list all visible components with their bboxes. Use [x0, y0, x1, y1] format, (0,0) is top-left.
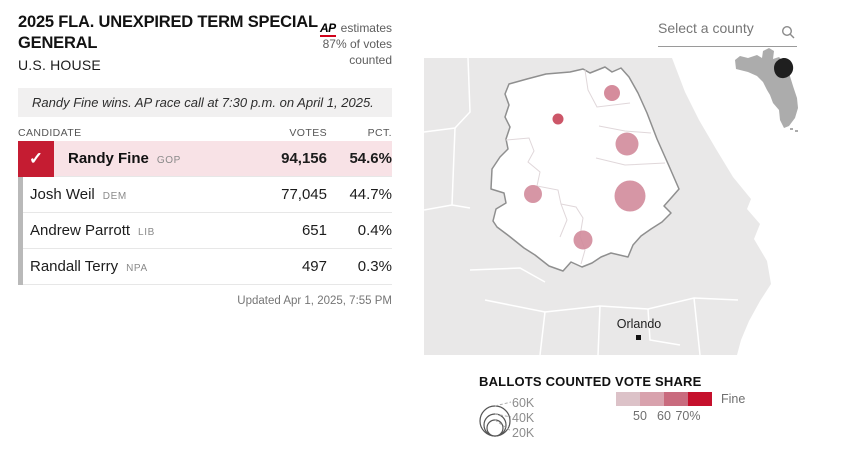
search-icon[interactable]: [781, 25, 795, 44]
candidate-votes: 94,156: [281, 150, 327, 167]
candidate-name: Randy Fine: [68, 150, 149, 167]
results-table: CANDIDATE VOTES PCT. ✓ Randy Fine GOP 94,15…: [18, 124, 392, 285]
vote-share-tick: 50: [633, 409, 647, 423]
district-outline[interactable]: [490, 66, 680, 272]
estimate-counted: counted: [349, 53, 392, 67]
candidate-votes: 497: [301, 258, 327, 275]
col-pct: PCT.: [367, 126, 392, 139]
estimate-percent: 87% of votes: [322, 37, 392, 51]
results-rows: ✓ Randy Fine GOP 94,156 54.6% Josh Weil DEM 77,…: [18, 140, 392, 285]
county-search-input[interactable]: [658, 20, 770, 36]
ap-estimate-note: AP estimates 87% of votes counted: [200, 20, 392, 68]
vote-share-tick: 60: [657, 409, 671, 423]
page-title: 2025 FLA. UNEXPIRED TERM SPECIAL GENERAL: [18, 12, 338, 54]
candidate-pct: 0.3%: [357, 258, 392, 275]
vote-share-scale: [616, 392, 712, 406]
county-bubble[interactable]: [615, 132, 639, 156]
vote-share-swatch: [616, 392, 640, 406]
florida-inset-map: [735, 48, 798, 132]
city-label-orlando: Orlando: [616, 317, 662, 331]
size-label: 20K: [512, 426, 535, 440]
updated-timestamp: Updated Apr 1, 2025, 7:55 PM: [237, 295, 392, 307]
estimate-word: estimates: [340, 21, 392, 35]
candidate-pct: 44.7%: [349, 186, 392, 203]
table-row: Josh Weil DEM 77,045 44.7%: [18, 176, 392, 213]
candidate-party: GOP: [156, 154, 181, 166]
bubble-size-legend: [479, 401, 512, 437]
vote-share-swatch: [688, 392, 712, 406]
candidate-party: LIB: [138, 226, 155, 238]
city-marker-orlando: [636, 335, 641, 340]
district-interior-borders: [505, 69, 666, 265]
vote-share-legend-title: VOTE SHARE: [615, 374, 702, 389]
candidate-color-bar: [18, 176, 54, 213]
title-line2: GENERAL: [18, 34, 98, 52]
candidate-name: Randall Terry: [30, 258, 119, 275]
county-bubble[interactable]: [573, 230, 593, 250]
ballots-counted-legend-title: BALLOTS COUNTED: [479, 374, 612, 389]
candidate-pct: 54.6%: [349, 150, 392, 167]
vote-share-tick: 70%: [675, 409, 701, 423]
results-table-header: CANDIDATE VOTES PCT.: [18, 124, 392, 141]
candidate-color-bar: [18, 212, 54, 249]
candidate-party: DEM: [102, 190, 127, 202]
candidate-party: NPA: [126, 262, 148, 274]
title-line1: 2025 FLA. UNEXPIRED TERM SPECIAL: [18, 13, 318, 31]
vote-share-winner-label: Fine: [721, 392, 746, 406]
size-label: 40K: [512, 411, 535, 425]
table-row: ✓ Randy Fine GOP 94,156 54.6%: [18, 140, 392, 177]
size-label: 60K: [512, 396, 535, 410]
county-borders: [424, 58, 739, 355]
table-row: Andrew Parrott LIB 651 0.4%: [18, 212, 392, 249]
vote-share-swatch: [664, 392, 688, 406]
county-bubble[interactable]: [614, 180, 646, 212]
candidate-name: Andrew Parrott: [30, 222, 131, 239]
county-search[interactable]: [658, 20, 797, 47]
candidate-pct: 0.4%: [357, 222, 392, 239]
candidate-name: Josh Weil: [30, 186, 95, 203]
candidate-votes: 651: [301, 222, 327, 239]
col-votes: VOTES: [289, 126, 327, 139]
col-candidate: CANDIDATE: [18, 126, 82, 139]
county-bubble[interactable]: [552, 113, 564, 125]
district-map[interactable]: [424, 58, 849, 355]
race-call-banner: Randy Fine wins. AP race call at 7:30 p.…: [18, 88, 392, 117]
candidate-color-bar: [18, 248, 54, 285]
vote-share-swatch: [640, 392, 664, 406]
district-locator-blob: [774, 57, 794, 79]
candidate-votes: 77,045: [281, 186, 327, 203]
winner-check-icon: ✓: [18, 140, 54, 177]
county-bubble[interactable]: [524, 185, 542, 203]
ap-logo: AP: [319, 21, 336, 37]
table-row: Randall Terry NPA 497 0.3%: [18, 248, 392, 285]
county-bubble[interactable]: [604, 85, 620, 101]
race-subtitle: U.S. HOUSE: [18, 57, 101, 73]
